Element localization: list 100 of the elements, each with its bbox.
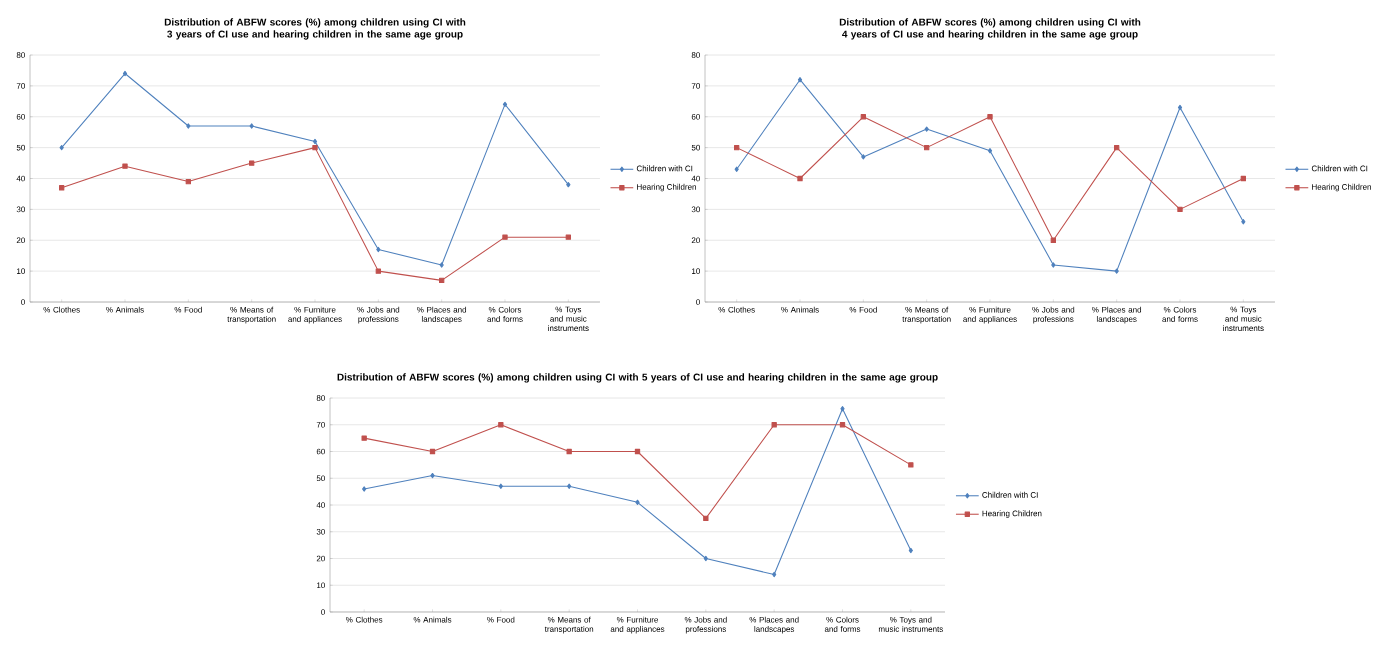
point — [1177, 206, 1183, 213]
x-tick-label: % Places and landscapes — [749, 616, 799, 634]
y-tick-label: 0 — [696, 299, 700, 305]
y-tick-label: 70 — [691, 83, 700, 89]
point — [122, 70, 128, 77]
point — [362, 486, 367, 492]
x-tick-label: % Jobs and professions — [1032, 306, 1075, 324]
y-tick-label: 20 — [16, 237, 25, 244]
point — [703, 515, 709, 522]
point — [498, 422, 504, 428]
x-tick-label: % Means of transportation — [227, 306, 276, 324]
x-tick-label: % Animals — [106, 306, 144, 313]
point — [565, 234, 571, 240]
x-tick-label: % Animals — [781, 306, 819, 313]
y-tick-label: 40 — [316, 502, 325, 508]
point — [1051, 262, 1056, 268]
point — [860, 114, 867, 120]
point — [59, 144, 64, 151]
point — [1240, 175, 1246, 182]
x-tick-label: % Clothes — [43, 306, 80, 313]
point — [734, 144, 740, 151]
point — [438, 277, 445, 284]
point — [566, 448, 572, 455]
point — [429, 448, 436, 455]
y-tick-label: 70 — [16, 83, 25, 89]
x-tick-label: % Animals — [413, 616, 452, 623]
x-tick-label: % Means of transportation — [902, 306, 951, 324]
x-tick-label: % Food — [849, 306, 877, 313]
legend-label: Children with CI — [636, 165, 693, 172]
x-tick-label: % Food — [487, 616, 515, 623]
y-tick-label: 10 — [692, 268, 700, 274]
point — [1050, 237, 1057, 243]
x-tick-label: % Colors and forms — [487, 306, 523, 322]
point — [703, 555, 708, 562]
y-tick-label: 60 — [316, 448, 325, 455]
y-tick-label: 30 — [16, 206, 25, 213]
chart-title: Distribution of ABFW scores (%) among children using CI with 3 years of CI use and hearing children in the same age group — [164, 18, 466, 40]
point — [771, 422, 777, 428]
x-tick-label: % Places and landscapes — [417, 306, 467, 324]
x-tick-label: % Toys and music instruments — [878, 616, 943, 632]
y-tick-label: 0 — [321, 609, 325, 615]
y-tick-label: 80 — [316, 395, 325, 401]
point — [185, 178, 192, 185]
point — [861, 154, 866, 160]
legend-label: Hearing Children — [1312, 183, 1371, 192]
point — [59, 185, 65, 191]
point — [924, 144, 930, 151]
point — [1113, 144, 1120, 151]
x-tick-label: % Furniture and appliances — [963, 306, 1017, 324]
y-tick-label: 60 — [691, 113, 700, 120]
x-tick-label: % Colors and forms — [1162, 306, 1198, 322]
point — [248, 160, 255, 166]
x-tick-label: % Clothes — [346, 616, 383, 623]
y-tick-label: 80 — [16, 52, 25, 58]
y-tick-label: 30 — [316, 528, 325, 535]
point — [1177, 104, 1183, 111]
x-tick-label: % Toys and music instruments — [1223, 306, 1264, 332]
point — [375, 268, 381, 274]
y-tick-label: 30 — [691, 206, 700, 213]
y-tick-label: 80 — [691, 52, 700, 58]
x-tick-label: % Means of transportation — [544, 616, 594, 634]
point — [439, 262, 444, 268]
point — [797, 77, 803, 83]
point — [1241, 219, 1246, 225]
point — [502, 234, 508, 240]
y-tick-label: 20 — [691, 237, 700, 244]
legend-label: Hearing Children — [637, 183, 696, 192]
point — [908, 462, 914, 468]
y-tick-label: 60 — [16, 113, 25, 120]
point — [772, 571, 777, 578]
y-tick-label: 40 — [16, 175, 25, 182]
point — [376, 246, 381, 253]
point — [430, 472, 435, 479]
point — [498, 483, 503, 489]
point — [1114, 268, 1119, 274]
point — [908, 547, 913, 554]
legend-label: Children with CI — [982, 491, 1038, 498]
x-tick-label: % Jobs and professions — [684, 616, 727, 634]
x-tick-label: % Food — [174, 306, 202, 313]
point — [840, 406, 845, 412]
x-tick-label: % Toys and music instruments — [548, 306, 589, 332]
x-tick-label: % Jobs and professions — [357, 306, 400, 324]
point — [924, 126, 929, 132]
point — [987, 114, 993, 120]
y-tick-label: 50 — [316, 475, 325, 482]
point — [734, 166, 739, 172]
x-tick-label: % Colors and forms — [824, 616, 861, 632]
y-tick-label: 20 — [316, 555, 325, 562]
chart-title: Distribution of ABFW scores (%) among children using CI with 5 years of CI use and hearing children in the same age group — [337, 373, 938, 383]
y-tick-label: 10 — [17, 268, 25, 274]
point — [249, 123, 254, 129]
y-tick-label: 0 — [21, 299, 25, 305]
chart-title: Distribution of ABFW scores (%) among children using CI with 4 years of CI use and hearing children in the same age group — [839, 18, 1141, 40]
x-tick-label: % Clothes — [718, 306, 755, 313]
legend-label: Hearing Children — [982, 510, 1042, 518]
legend-label: Children with CI — [1311, 165, 1368, 172]
x-tick-label: % Furniture and appliances — [610, 616, 665, 634]
point — [312, 144, 318, 151]
point — [567, 483, 572, 489]
point — [312, 138, 318, 145]
